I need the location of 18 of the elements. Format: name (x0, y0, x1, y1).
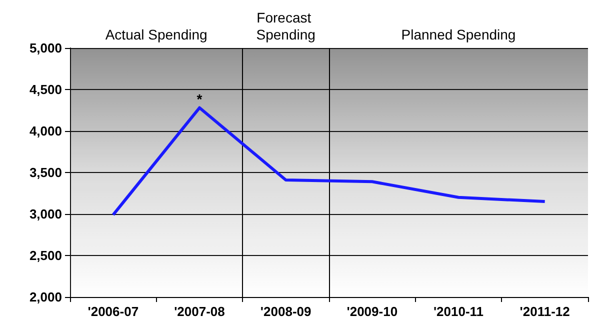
x-tick-label: '2011-12 (520, 304, 570, 319)
x-tick-label: '2010-11 (433, 304, 484, 319)
y-tick-label: 5,000 (29, 40, 62, 56)
y-tick-label: 2,500 (29, 248, 62, 263)
x-tick-label: '2006-07 (88, 304, 139, 319)
y-tick-label: 4,000 (29, 124, 62, 138)
band-label: Planned Spending (401, 26, 516, 42)
x-tick-label: '2008-09 (260, 304, 312, 319)
x-tick-label: '2009-10 (346, 304, 398, 319)
y-tick-label: 3,500 (29, 165, 62, 180)
band-label: Actual Spending (105, 26, 208, 42)
y-tick-label: 2,000 (29, 290, 62, 304)
x-tick-label: '2007-08 (174, 304, 225, 319)
line-series (112, 106, 546, 216)
band-label: Forecast Spending (256, 10, 316, 42)
y-tick-label: 4,500 (29, 82, 62, 97)
annotation: * (196, 90, 203, 107)
y-tick-label: 3,000 (29, 206, 62, 222)
